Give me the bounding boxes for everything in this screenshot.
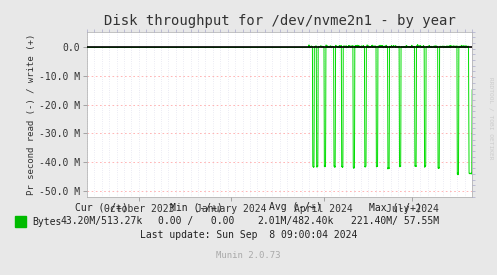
- Text: Last update: Sun Sep  8 09:00:04 2024: Last update: Sun Sep 8 09:00:04 2024: [140, 230, 357, 240]
- Text: Munin 2.0.73: Munin 2.0.73: [216, 252, 281, 260]
- Text: Bytes: Bytes: [32, 217, 61, 227]
- Text: 43.20M/513.27k: 43.20M/513.27k: [61, 216, 143, 226]
- Text: Avg (-/+): Avg (-/+): [269, 202, 322, 212]
- Text: RRDTOOL / TOBI OETIKER: RRDTOOL / TOBI OETIKER: [488, 77, 493, 160]
- Text: Min (-/+): Min (-/+): [170, 202, 223, 212]
- Text: Max (-/+): Max (-/+): [369, 202, 421, 212]
- Text: Cur (-/+): Cur (-/+): [76, 202, 128, 212]
- Text: 2.01M/482.40k: 2.01M/482.40k: [257, 216, 334, 226]
- Y-axis label: Pr second read (-) / write (+): Pr second read (-) / write (+): [27, 34, 36, 195]
- Text: 0.00 /   0.00: 0.00 / 0.00: [158, 216, 235, 226]
- Text: 221.40M/ 57.55M: 221.40M/ 57.55M: [351, 216, 439, 226]
- Title: Disk throughput for /dev/nvme2n1 - by year: Disk throughput for /dev/nvme2n1 - by ye…: [104, 14, 455, 28]
